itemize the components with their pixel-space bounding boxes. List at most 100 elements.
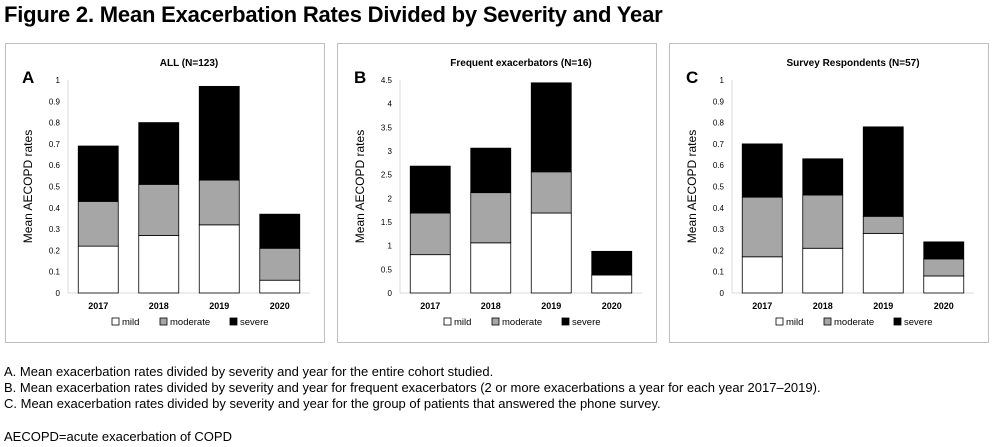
y-tick-label: 0.6 xyxy=(713,161,725,170)
bar-mild xyxy=(198,224,240,294)
legend-swatch-mild xyxy=(111,317,120,326)
y-tick-label: 0.4 xyxy=(49,204,61,213)
y-tick-label: 0.2 xyxy=(49,246,61,255)
panel-letter: B xyxy=(354,68,366,87)
bar-mild xyxy=(802,247,844,294)
y-axis-label: Mean AECOPD rates xyxy=(353,130,367,243)
caption-a: A. Mean exacerbation rates divided by se… xyxy=(4,364,494,379)
x-tick-label: 2020 xyxy=(934,301,954,311)
y-tick-label: 0.4 xyxy=(713,204,725,213)
footnote: AECOPD=acute exacerbation of COPD xyxy=(4,429,232,444)
panel-b: B Frequent exacerbators (N=16) Mean AECOPD… xyxy=(337,43,657,343)
y-axis-label: Mean AECOPD rates xyxy=(21,130,35,243)
chart-title: Frequent exacerbators (N=16) xyxy=(450,58,591,69)
y-tick-label: 0.6 xyxy=(49,161,61,170)
y-tick-label: 0.5 xyxy=(381,265,393,274)
legend-label-mild: mild xyxy=(122,317,139,328)
legend-swatch-mild xyxy=(775,317,784,326)
panel-c: C Survey Respondents (N=57) Mean AECOPD ra… xyxy=(669,43,989,343)
y-tick-label: 0.2 xyxy=(713,246,725,255)
y-tick-label: 1 xyxy=(388,242,393,251)
bar-mild xyxy=(259,279,301,294)
y-tick-label: 0.3 xyxy=(713,225,725,234)
legend-swatch-severe xyxy=(893,317,902,326)
y-tick-label: 0.5 xyxy=(49,183,61,192)
legend-swatch-severe xyxy=(229,317,238,326)
captions: A. Mean exacerbation rates divided by se… xyxy=(4,364,821,413)
legend-label-moderate: moderate xyxy=(502,317,542,328)
y-tick-label: 0.7 xyxy=(49,140,61,149)
y-tick-label: 0.9 xyxy=(713,97,725,106)
x-tick-label: 2020 xyxy=(602,301,622,311)
bar-mild xyxy=(77,245,119,294)
y-tick-label: 1.5 xyxy=(381,218,393,227)
x-tick-label: 2017 xyxy=(752,301,772,311)
y-tick-label: 0 xyxy=(720,289,725,298)
bar-severe xyxy=(530,82,572,173)
y-tick-label: 2.5 xyxy=(381,171,393,180)
y-tick-label: 4 xyxy=(388,100,393,109)
x-tick-label: 2017 xyxy=(420,301,440,311)
bar-moderate xyxy=(530,171,572,214)
bar-moderate xyxy=(923,258,965,277)
chart-c: C Survey Respondents (N=57) Mean AECOPD ra… xyxy=(685,58,974,328)
y-tick-label: 0.1 xyxy=(49,268,61,277)
x-tick-label: 2019 xyxy=(209,301,229,311)
bar-severe xyxy=(198,85,240,181)
bar-moderate xyxy=(138,183,180,236)
bar-mild xyxy=(530,212,572,294)
bar-severe xyxy=(77,145,119,202)
y-tick-label: 1 xyxy=(56,76,61,85)
bar-severe xyxy=(862,126,904,217)
legend-swatch-moderate xyxy=(823,317,832,326)
bar-severe xyxy=(923,241,965,260)
y-tick-label: 0.5 xyxy=(713,183,725,192)
bar-moderate xyxy=(409,212,451,256)
bar-mild xyxy=(591,274,633,294)
y-tick-label: 1 xyxy=(720,76,725,85)
y-tick-label: 0.7 xyxy=(713,140,725,149)
bar-severe xyxy=(409,165,451,214)
bar-mild xyxy=(409,254,451,294)
panel-letter: A xyxy=(22,68,34,87)
bar-severe xyxy=(741,143,783,198)
caption-c: C. Mean exacerbation rates divided by se… xyxy=(4,396,661,412)
legend-swatch-moderate xyxy=(491,317,500,326)
bar-mild xyxy=(923,275,965,294)
y-tick-label: 4.5 xyxy=(381,76,393,85)
x-tick-label: 2017 xyxy=(88,301,108,311)
bar-mild xyxy=(470,242,512,294)
bar-moderate xyxy=(470,192,512,244)
x-tick-label: 2018 xyxy=(813,301,833,311)
bar-mild xyxy=(862,232,904,294)
legend-label-severe: severe xyxy=(240,317,269,328)
legend-label-severe: severe xyxy=(904,317,933,328)
y-tick-label: 3.5 xyxy=(381,123,393,132)
legend-label-severe: severe xyxy=(572,317,601,328)
bar-mild xyxy=(138,235,180,294)
y-axis-label: Mean AECOPD rates xyxy=(685,130,699,243)
bar-moderate xyxy=(862,215,904,234)
legend-label-moderate: moderate xyxy=(170,317,210,328)
y-tick-label: 0.8 xyxy=(49,119,61,128)
bar-moderate xyxy=(77,201,119,247)
x-tick-label: 2019 xyxy=(873,301,893,311)
panel-a: A ALL (N=123) Mean AECOPD rates 0 0.1 0.2 0.3 0… xyxy=(5,43,325,343)
y-tick-label: 0.9 xyxy=(49,97,61,106)
figure-title: Figure 2. Mean Exacerbation Rates Divide… xyxy=(4,2,663,27)
y-tick-label: 3 xyxy=(388,147,393,156)
bar-severe xyxy=(470,147,512,194)
bar-severe xyxy=(802,158,844,196)
y-tick-label: 0 xyxy=(56,289,61,298)
y-tick-label: 0.8 xyxy=(713,119,725,128)
caption-b: B. Mean exacerbation rates divided by se… xyxy=(4,380,821,396)
y-tick-label: 2 xyxy=(388,194,393,203)
bar-moderate xyxy=(259,247,301,281)
x-tick-label: 2019 xyxy=(541,301,561,311)
chart-title: Survey Respondents (N=57) xyxy=(786,58,919,69)
legend-swatch-moderate xyxy=(159,317,168,326)
bar-moderate xyxy=(741,196,783,258)
panel-letter: C xyxy=(686,68,698,87)
x-tick-label: 2018 xyxy=(149,301,169,311)
legend-label-moderate: moderate xyxy=(834,317,874,328)
